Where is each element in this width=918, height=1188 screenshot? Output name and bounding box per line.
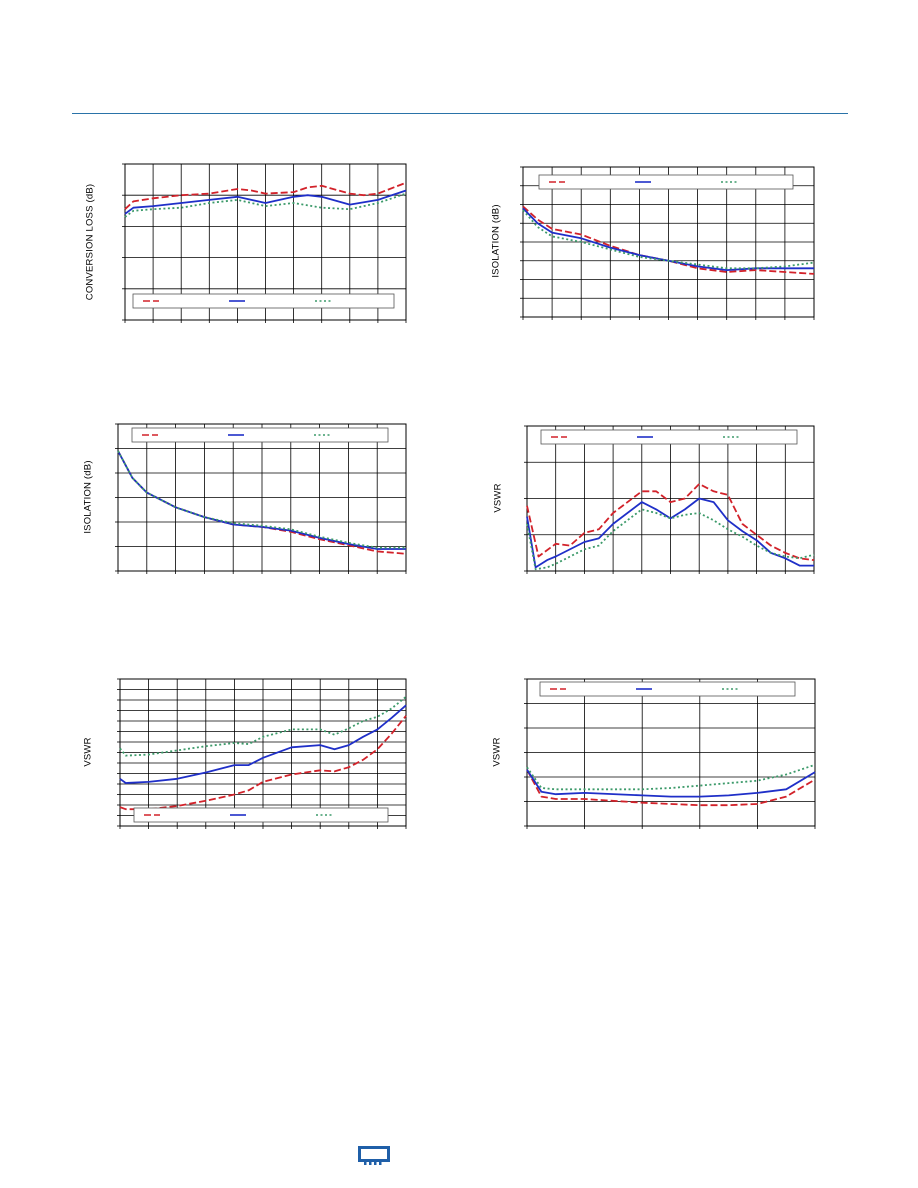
chart-vswr-2 [117,678,407,829]
series-line-red [526,769,816,807]
series-line-red [117,450,407,555]
chart-isolation-2 [115,423,407,574]
series-line-blue [117,450,406,550]
legend-box [133,807,389,823]
series-line-blue [522,207,814,271]
series-line-red [526,483,815,561]
plot-frame [526,425,815,572]
legend-box [540,429,798,445]
series-line-green [522,209,815,270]
y-axis-label: CONVERSION LOSS (dB) [84,183,96,301]
series-line-red [119,715,407,811]
chart-vswr-3 [524,678,816,829]
y-axis-label: ISOLATION (dB) [82,460,94,534]
series-line-green [526,508,815,571]
series-line-green [526,763,816,791]
series-line-green [119,696,407,757]
y-axis-label: VSWR [492,483,504,513]
legend-box [538,174,794,190]
chart-isolation-1 [520,166,815,320]
plot-frame [117,423,407,572]
chart-vswr-1 [524,425,815,574]
company-logo-icon [358,1146,390,1165]
series-line-red [124,181,407,210]
series-line-blue [526,497,814,569]
legend-box [131,427,389,443]
series-line-blue [124,189,407,215]
plot-frame [522,166,815,318]
y-axis-label: VSWR [491,737,503,767]
plot-frame [119,678,407,827]
plot-frame [124,163,407,321]
legend-box [539,681,796,697]
y-axis-label: VSWR [82,737,94,767]
plot-frame [526,678,816,827]
legend-box [132,293,395,309]
series-line-green [117,450,406,549]
header-rule [72,113,848,114]
series-line-blue [526,769,816,798]
series-line-blue [119,704,407,784]
y-axis-label: ISOLATION (dB) [490,204,502,278]
chart-conversion-loss [122,163,407,323]
